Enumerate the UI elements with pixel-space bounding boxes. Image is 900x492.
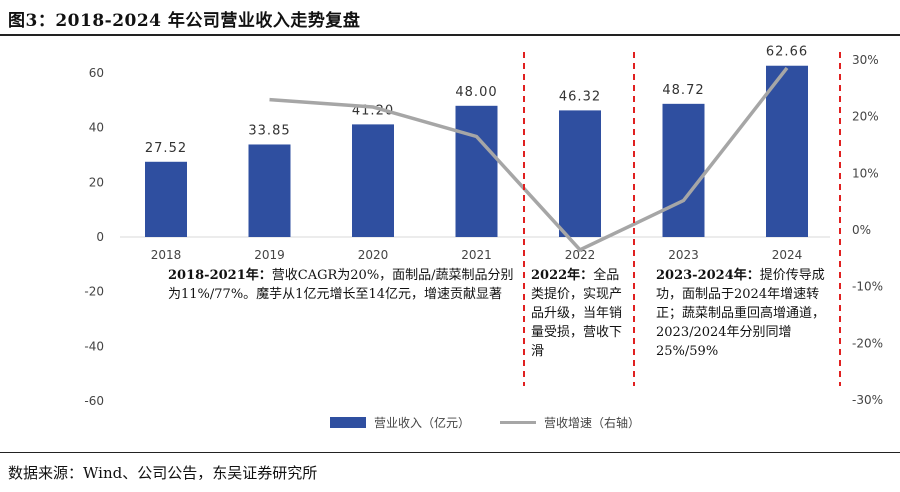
- legend-bar-label: 营业收入（亿元）: [374, 416, 471, 430]
- annotation-2023-2024-head: 2023-2024年：: [656, 268, 760, 283]
- x-axis-tick: 2021: [461, 248, 492, 262]
- right-axis-tick: -20%: [852, 336, 883, 350]
- annotation-2018-2021-head: 2018-2021年：: [168, 268, 272, 283]
- legend-line-label: 营收增速（右轴）: [544, 416, 641, 430]
- right-axis-tick: 20%: [852, 110, 879, 124]
- source-note: 数据来源：Wind、公司公告，东吴证券研究所: [8, 464, 318, 482]
- left-axis-tick: -40: [84, 339, 104, 353]
- title-rule: [0, 34, 900, 36]
- revenue-bar-2022: [559, 110, 601, 237]
- revenue-value-label: 48.00: [455, 85, 497, 100]
- left-axis-tick: 60: [89, 66, 104, 80]
- annotation-2022-head: 2022年：: [531, 268, 594, 283]
- x-axis-tick: 2018: [151, 248, 182, 262]
- legend-bar-swatch: [330, 417, 366, 428]
- revenue-value-label: 27.52: [145, 141, 187, 156]
- x-axis-tick: 2020: [358, 248, 389, 262]
- x-axis-tick: 2022: [565, 248, 596, 262]
- revenue-value-label: 46.32: [559, 89, 601, 104]
- revenue-value-label: 33.85: [248, 123, 290, 138]
- left-axis-tick: 0: [96, 230, 104, 244]
- left-axis-tick: -20: [84, 285, 104, 299]
- right-axis-tick: 10%: [852, 166, 879, 180]
- revenue-value-label: 62.66: [766, 45, 808, 60]
- annotation-2023-2024: 2023-2024年：提价传导成功，面制品于2024年增速转正；蔬菜制品重回高增…: [656, 266, 836, 361]
- source-rule: [0, 452, 900, 453]
- left-axis-tick: 40: [89, 121, 104, 135]
- revenue-value-label: 48.72: [662, 83, 704, 98]
- right-axis-tick: 30%: [852, 53, 879, 67]
- revenue-bar-2021: [455, 105, 498, 237]
- revenue-bar-2020: [352, 124, 394, 237]
- x-axis-tick: 2023: [668, 248, 699, 262]
- annotation-2018-2021: 2018-2021年：营收CAGR为20%，面制品/蔬菜制品分别为11%/77%…: [168, 266, 518, 304]
- right-axis-tick: -30%: [852, 393, 883, 407]
- revenue-bar-2018: [145, 161, 187, 237]
- annotation-2022: 2022年：全品类提价，实现产品升级，当年销量受损，营收下滑: [531, 266, 631, 361]
- left-axis-tick: -60: [84, 394, 104, 408]
- growth-rate-line: [269, 66, 789, 252]
- revenue-bar-2023: [662, 103, 705, 237]
- x-axis-tick: 2019: [254, 248, 285, 262]
- annotation-2018-2021-body: 营收CAGR为20%，面制品/蔬菜制品分别为11%/77%。魔芋从1亿元增长至1…: [168, 268, 514, 302]
- right-axis-tick: -10%: [852, 280, 883, 294]
- revenue-bar-2019: [248, 144, 291, 237]
- chart-legend: 营业收入（亿元） 营收增速（右轴）: [330, 414, 640, 431]
- revenue-bar-2024: [766, 65, 808, 237]
- legend-line-swatch: [500, 421, 537, 424]
- annotation-2023-2024-body: 提价传导成功，面制品于2024年增速转正；蔬菜制品重回高增通道，2023/202…: [656, 268, 826, 359]
- chart-title: 图3：2018-2024 年公司营业收入走势复盘: [8, 11, 361, 31]
- right-axis-tick: 0%: [852, 223, 871, 237]
- annotation-2022-body: 全品类提价，实现产品升级，当年销量受损，营收下滑: [531, 268, 623, 359]
- x-axis-tick: 2024: [772, 248, 803, 262]
- left-axis-tick: 20: [89, 175, 104, 189]
